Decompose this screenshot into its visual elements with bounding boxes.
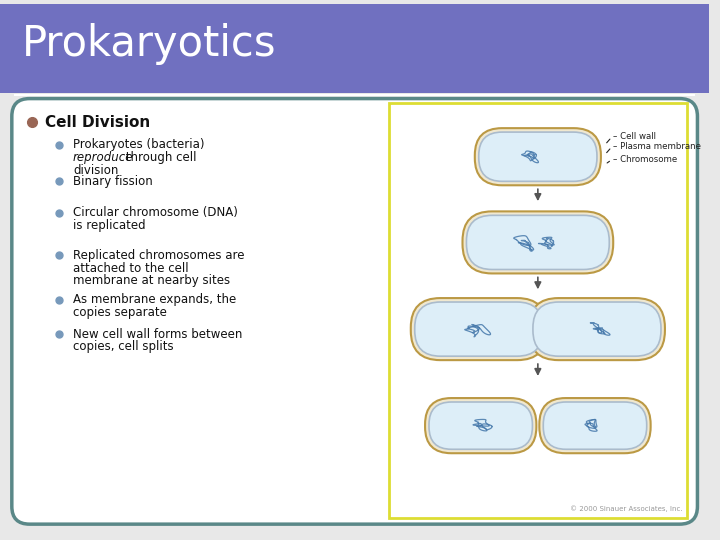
Text: As membrane expands, the: As membrane expands, the <box>73 293 236 306</box>
FancyBboxPatch shape <box>474 128 601 185</box>
FancyBboxPatch shape <box>425 398 536 453</box>
Text: copies separate: copies separate <box>73 306 167 319</box>
Text: attached to the cell: attached to the cell <box>73 261 189 274</box>
Text: Circular chromosome (DNA): Circular chromosome (DNA) <box>73 206 238 219</box>
Text: – Plasma membrane: – Plasma membrane <box>613 143 701 151</box>
FancyBboxPatch shape <box>415 302 543 356</box>
FancyBboxPatch shape <box>389 103 687 518</box>
FancyBboxPatch shape <box>529 298 665 360</box>
Text: – Chromosome: – Chromosome <box>613 155 677 164</box>
Text: Cell Division: Cell Division <box>45 114 150 130</box>
Text: division: division <box>73 164 118 177</box>
FancyBboxPatch shape <box>539 398 651 453</box>
FancyBboxPatch shape <box>429 402 532 449</box>
FancyBboxPatch shape <box>544 402 647 449</box>
Text: Prokaryotes (bacteria): Prokaryotes (bacteria) <box>73 138 204 151</box>
Text: Replicated chromosomes are: Replicated chromosomes are <box>73 249 244 262</box>
FancyBboxPatch shape <box>479 132 597 181</box>
Text: © 2000 Sinauer Associates, Inc.: © 2000 Sinauer Associates, Inc. <box>570 505 683 512</box>
FancyBboxPatch shape <box>12 99 698 524</box>
FancyBboxPatch shape <box>533 302 661 356</box>
Text: copies, cell splits: copies, cell splits <box>73 340 174 353</box>
Text: – Cell wall: – Cell wall <box>613 132 656 140</box>
Text: Binary fission: Binary fission <box>73 175 153 188</box>
Text: Prokaryotics: Prokaryotics <box>22 23 276 65</box>
Text: is replicated: is replicated <box>73 219 145 232</box>
FancyBboxPatch shape <box>467 215 609 269</box>
Text: New cell wall forms between: New cell wall forms between <box>73 328 242 341</box>
Text: through cell: through cell <box>122 151 197 164</box>
Text: membrane at nearby sites: membrane at nearby sites <box>73 274 230 287</box>
FancyBboxPatch shape <box>411 298 546 360</box>
FancyBboxPatch shape <box>462 211 613 273</box>
FancyBboxPatch shape <box>0 4 709 93</box>
Text: reproduce: reproduce <box>73 151 133 164</box>
